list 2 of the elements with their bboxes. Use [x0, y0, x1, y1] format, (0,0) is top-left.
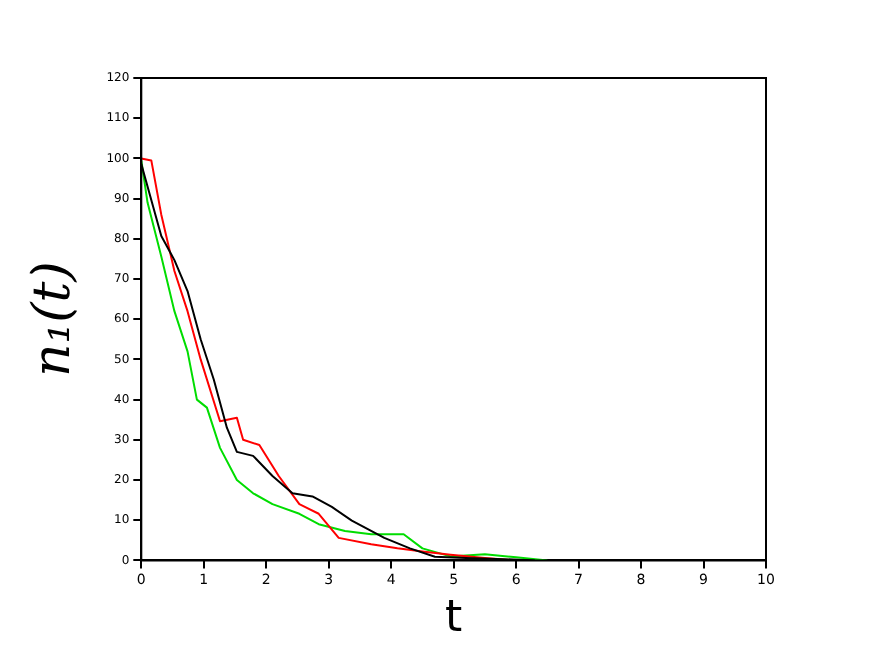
y-axis-title: n₁(t): [22, 261, 83, 378]
x-axis-title: t: [445, 593, 464, 644]
